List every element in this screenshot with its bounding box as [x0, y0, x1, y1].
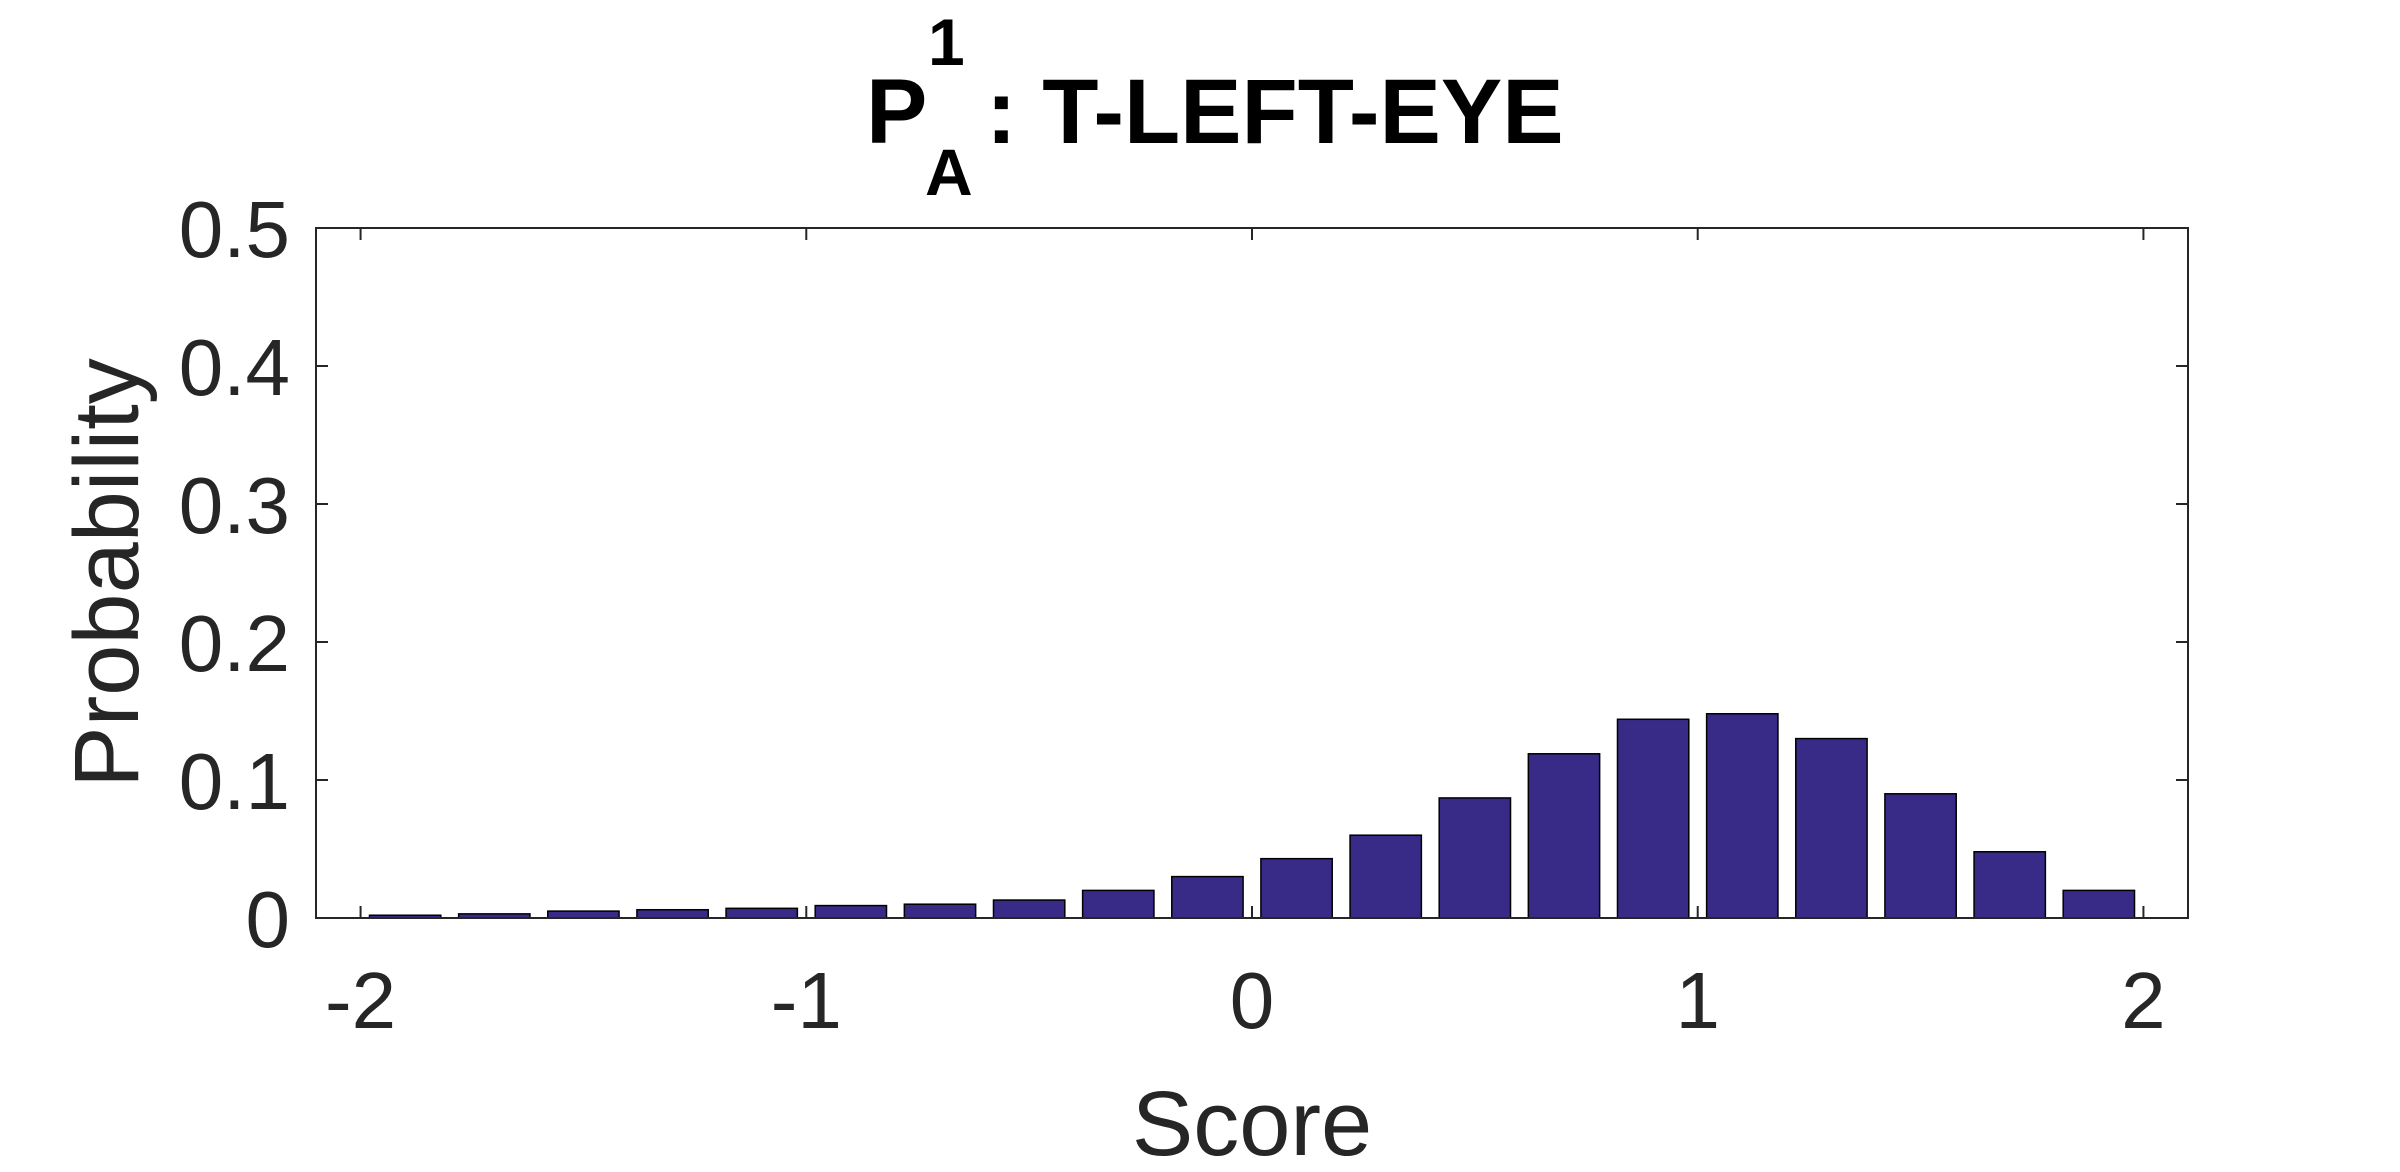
histogram-bar — [1081, 889, 1155, 919]
histogram-bar — [1349, 834, 1423, 919]
y-tick-label: 0.3 — [179, 461, 290, 550]
histogram-bar — [547, 910, 620, 919]
histogram-bar — [1438, 797, 1512, 919]
histogram-bar — [725, 907, 799, 919]
chart-title-superscript: 1 — [928, 5, 965, 79]
y-axis-label: Probability — [56, 358, 158, 788]
y-tick-label: 0.4 — [179, 323, 290, 412]
x-tick-label: -1 — [771, 956, 842, 1045]
histogram-bar — [903, 903, 977, 919]
histogram-bar — [1973, 851, 2047, 919]
x-axis-label: Score — [1132, 1073, 1372, 1172]
x-tick-label: 2 — [2121, 956, 2166, 1045]
histogram-bar — [1171, 875, 1244, 919]
histogram-bar — [636, 908, 709, 919]
histogram-bar — [1884, 793, 1957, 919]
histogram-bar — [2062, 889, 2136, 919]
histogram-bar — [814, 904, 888, 919]
chart-title-base: P — [866, 61, 927, 163]
y-tick-label: 0.2 — [179, 599, 290, 688]
x-tick-label: 1 — [1675, 956, 1720, 1045]
histogram-bar — [1705, 713, 1779, 919]
x-tick-label: -2 — [325, 956, 396, 1045]
chart-title: P 1 A : T-LEFT-EYE — [866, 5, 1564, 209]
bars-group — [368, 713, 2136, 919]
chart-title-rest: : T-LEFT-EYE — [986, 61, 1564, 163]
plot-area-frame — [315, 227, 2189, 919]
histogram-bar — [1616, 718, 1690, 919]
histogram-bar — [1795, 737, 1868, 919]
y-tick-labels: 0 0.1 0.2 0.3 0.4 0.5 — [179, 185, 290, 964]
histogram-bar — [992, 899, 1066, 919]
x-tick-labels: -2 -1 0 1 2 — [325, 956, 2166, 1045]
y-tick-label: 0.1 — [179, 737, 290, 826]
x-tick-label: 0 — [1230, 956, 1275, 1045]
y-tick-label: 0.5 — [179, 185, 290, 274]
histogram-bar — [1527, 753, 1601, 919]
histogram-bar — [1260, 857, 1333, 919]
y-tick-label: 0 — [246, 875, 291, 964]
chart-title-subscript: A — [925, 135, 973, 209]
